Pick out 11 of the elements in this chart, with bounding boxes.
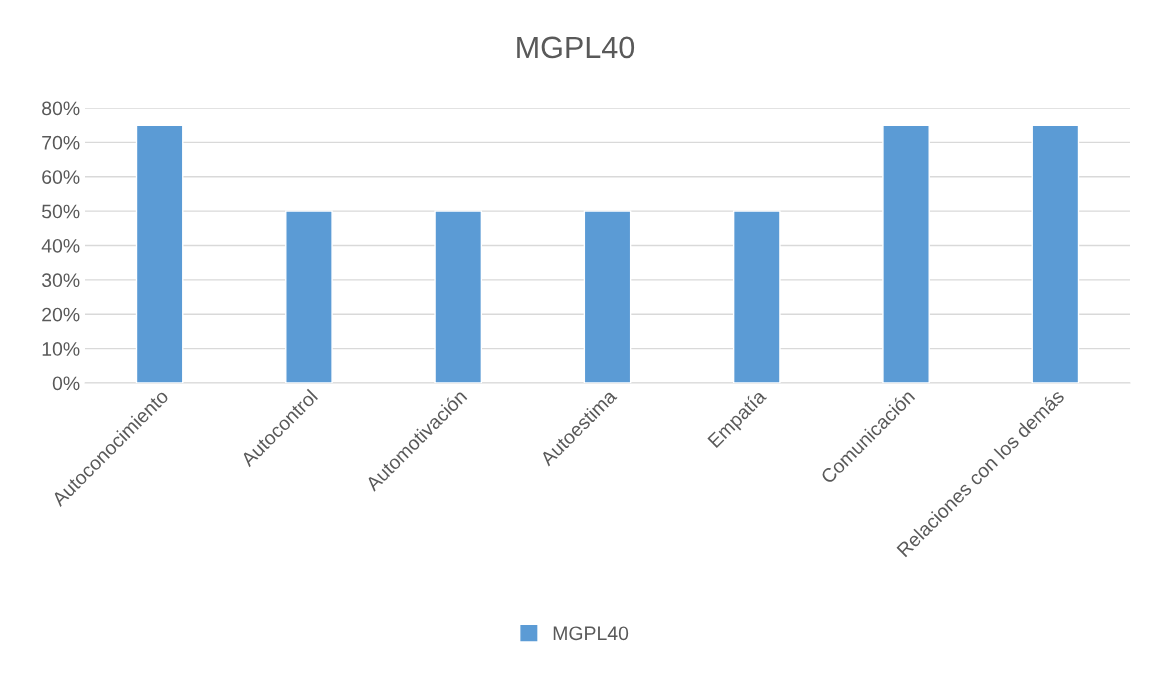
y-tick-label: 70%	[42, 135, 80, 150]
y-tick-label: 80%	[42, 101, 80, 116]
y-tick-label: 50%	[42, 204, 80, 219]
y-tick-label: 30%	[41, 273, 80, 288]
y-tick-label: 20%	[42, 307, 80, 322]
y-tick-label: 10%	[42, 342, 80, 356]
chart-title: MGPL40	[517, 36, 635, 59]
y-tick-label: 60%	[42, 170, 80, 184]
y-tick-label: 40%	[41, 238, 80, 253]
legend-label: MGPL40	[553, 626, 629, 641]
y-tick-label: 0%	[52, 376, 80, 391]
